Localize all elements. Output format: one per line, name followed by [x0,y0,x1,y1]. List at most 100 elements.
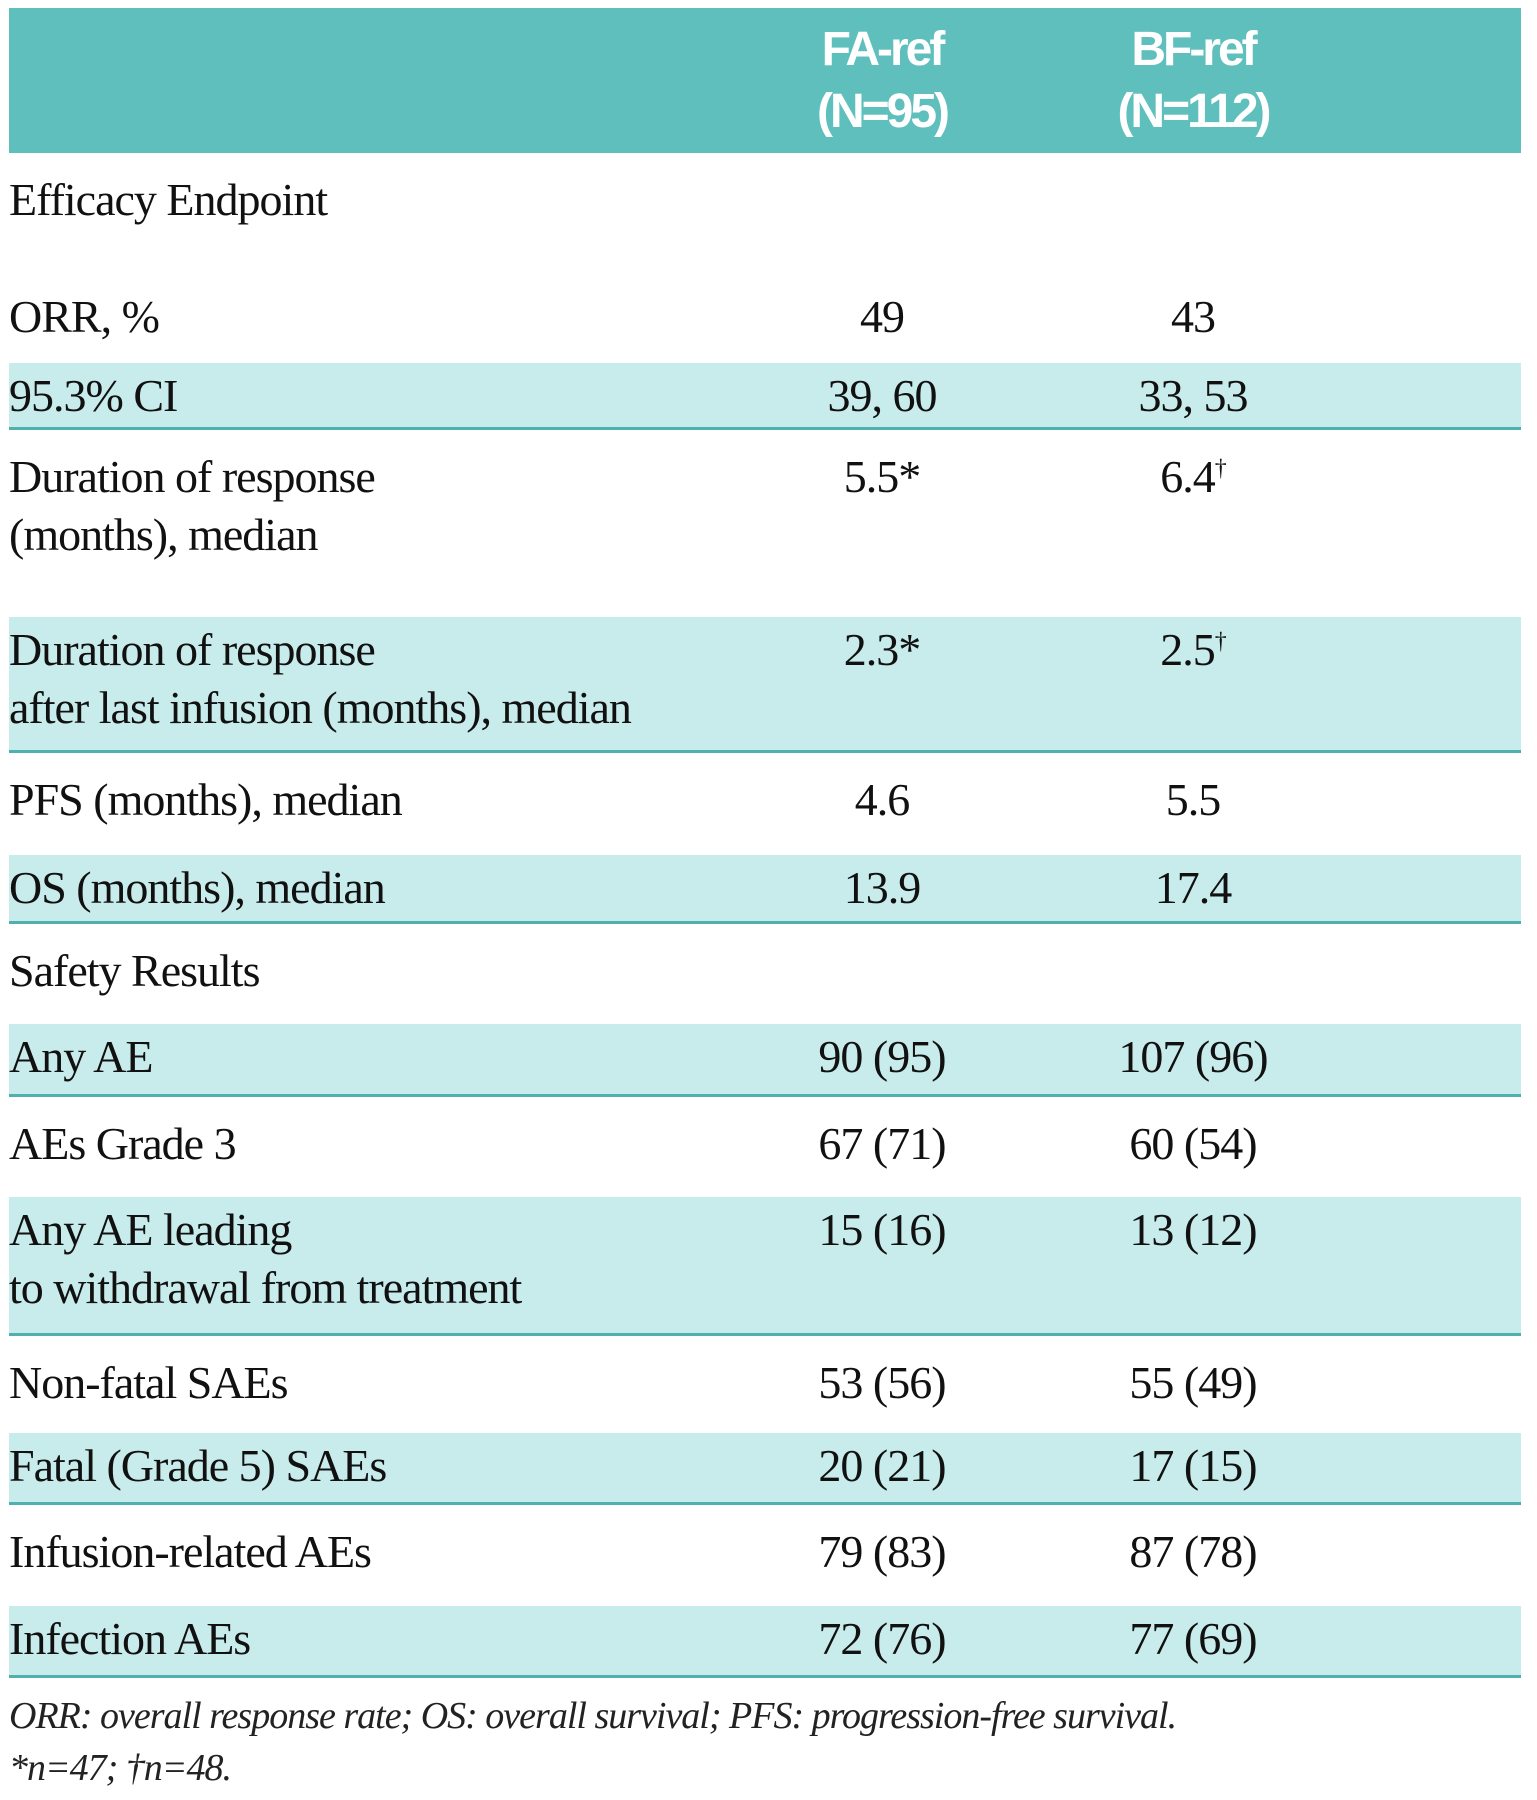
row-label-text: Efficacy Endpoint [9,174,328,225]
fa-ref-value: 13.9 [799,855,1105,924]
bf-ref-value-text: 6.4 [1160,451,1215,502]
fa-ref-value-text: 15 (16) [818,1204,946,1255]
fa-ref-value: 49 [799,270,1105,363]
fa-ref-value-text: 79 (83) [818,1526,946,1577]
bf-ref-value-text: 33, 53 [1138,370,1249,421]
bf-ref-value-text: 60 (54) [1129,1118,1257,1169]
fa-ref-value-text: 5.5* [843,451,921,502]
bf-ref-value: 6.4† [1105,429,1521,618]
bf-ref-value: 2.5† [1105,617,1521,753]
fa-ref-value: 15 (16) [799,1197,1105,1336]
bf-ref-value: 77 (69) [1105,1606,1521,1678]
table-row: OS (months), median 13.9 17.4 [9,855,1521,924]
bf-ref-value-text: 77 (69) [1129,1613,1257,1664]
table-row: Any AE 90 (95) 107 (96) [9,1024,1521,1097]
header-fa-ref-n: (N=95) [816,84,950,138]
table-row: Infusion-related AEs 79 (83) 87 (78) [9,1504,1521,1607]
row-label: Infection AEs [9,1606,799,1678]
fa-ref-value-text: 49 [860,291,905,342]
row-label: Any AE [9,1024,799,1097]
bf-ref-value-text: 107 (96) [1118,1031,1268,1082]
row-label-text: Fatal (Grade 5) SAEs [9,1440,387,1491]
row-label: Duration of response (months), median [9,429,799,618]
bf-ref-value: 13 (12) [1105,1197,1521,1336]
fa-ref-value-text: 39, 60 [827,370,938,421]
bf-ref-value: 43 [1105,270,1521,363]
table-row: 95.3% CI 39, 60 33, 53 [9,363,1521,430]
fa-ref-value-text: 90 (95) [818,1031,946,1082]
fa-ref-value: 67 (71) [799,1096,1105,1198]
row-label-text-2: to withdrawal from treatment [9,1262,522,1313]
row-label-text: PFS (months), median [9,774,403,825]
row-label-text: Any AE [9,1031,153,1082]
bf-ref-value: 5.5 [1105,752,1521,856]
table-row: Duration of response after last infusion … [9,617,1521,753]
fa-ref-value: 2.3* [799,617,1105,753]
table-row: Duration of response (months), median 5.5*… [9,429,1521,618]
dagger-footnote-mark: † [1214,628,1227,655]
row-label-text: Duration of response [9,451,376,502]
row-label: Duration of response after last infusion … [9,617,799,753]
footnote-abbreviations: ORR: overall response rate; OS: overall … [9,1695,1177,1737]
table-header: FA-ref (N=95) BF-ref (N=112) [9,8,1521,153]
fa-ref-value-text: 72 (76) [818,1613,946,1664]
fa-ref-value: 39, 60 [799,363,1105,430]
bf-ref-value [1105,153,1521,270]
row-label: Infusion-related AEs [9,1504,799,1607]
row-label: OS (months), median [9,855,799,924]
fa-ref-value-text: 13.9 [843,862,921,913]
header-bf-ref: BF-ref (N=112) [1105,8,1521,153]
footnote: ORR: overall response rate; OS: overall … [9,1690,1177,1794]
row-label: Efficacy Endpoint [9,153,799,270]
fa-ref-value: 90 (95) [799,1024,1105,1097]
row-label-text: Infection AEs [9,1613,251,1664]
row-label-text: Non-fatal SAEs [9,1357,289,1408]
fa-ref-value: 4.6 [799,752,1105,856]
fa-ref-value: 72 (76) [799,1606,1105,1678]
bf-ref-value: 107 (96) [1105,1024,1521,1097]
row-label-text: OS (months), median [9,862,386,913]
dagger-footnote-mark: † [1214,455,1227,482]
bf-ref-value-text: 13 (12) [1129,1204,1257,1255]
fa-ref-value: 20 (21) [799,1433,1105,1505]
bf-ref-value-text: 43 [1171,291,1216,342]
bf-ref-value-text: 5.5 [1165,774,1221,825]
fa-ref-value-text: 53 (56) [818,1357,946,1408]
bf-ref-value: 87 (78) [1105,1504,1521,1607]
row-label: Any AE leading to withdrawal from treatme… [9,1197,799,1336]
bf-ref-value-text: 55 (49) [1129,1357,1257,1408]
row-label: Non-fatal SAEs [9,1335,799,1434]
row-label: 95.3% CI [9,363,799,430]
bf-ref-value: 17.4 [1105,855,1521,924]
row-label-text: Duration of response [9,624,376,675]
bf-ref-value-text: 87 (78) [1129,1526,1257,1577]
row-label-text-2: after last infusion (months), median [9,682,632,733]
results-table: FA-ref (N=95) BF-ref (N=112) Efficacy Endp… [9,8,1521,1678]
footnote-n: *n=47; †n=48. [9,1747,232,1789]
bf-ref-value-text: 2.5 [1160,624,1215,675]
row-label-text: ORR, % [9,291,160,342]
row-label: AEs Grade 3 [9,1096,799,1198]
table-row: PFS (months), median 4.6 5.5 [9,752,1521,856]
table-row: Any AE leading to withdrawal from treatme… [9,1197,1521,1336]
fa-ref-value-text: 4.6 [854,774,910,825]
header-bf-ref-name: BF-ref [1131,22,1257,76]
table-row: Non-fatal SAEs 53 (56) 55 (49) [9,1335,1521,1434]
table-row: Fatal (Grade 5) SAEs 20 (21) 17 (15) [9,1433,1521,1505]
bf-ref-value: 60 (54) [1105,1096,1521,1198]
fa-ref-value [799,923,1105,1025]
fa-ref-value: 5.5* [799,429,1105,618]
table-row: Efficacy Endpoint [9,153,1521,270]
header-fa-ref: FA-ref (N=95) [799,8,1105,153]
row-label-text: Any AE leading [9,1204,292,1255]
row-label-text: Safety Results [9,945,260,996]
fa-ref-value-text: 20 (21) [818,1440,946,1491]
bf-ref-value: 33, 53 [1105,363,1521,430]
fa-ref-value [799,153,1105,270]
header-empty [9,8,799,153]
row-label-text-2: (months), median [9,509,318,560]
bf-ref-value: 55 (49) [1105,1335,1521,1434]
fa-ref-value-text: 67 (71) [818,1118,946,1169]
bf-ref-value-text: 17 (15) [1129,1440,1257,1491]
header-bf-ref-n: (N=112) [1117,84,1271,138]
